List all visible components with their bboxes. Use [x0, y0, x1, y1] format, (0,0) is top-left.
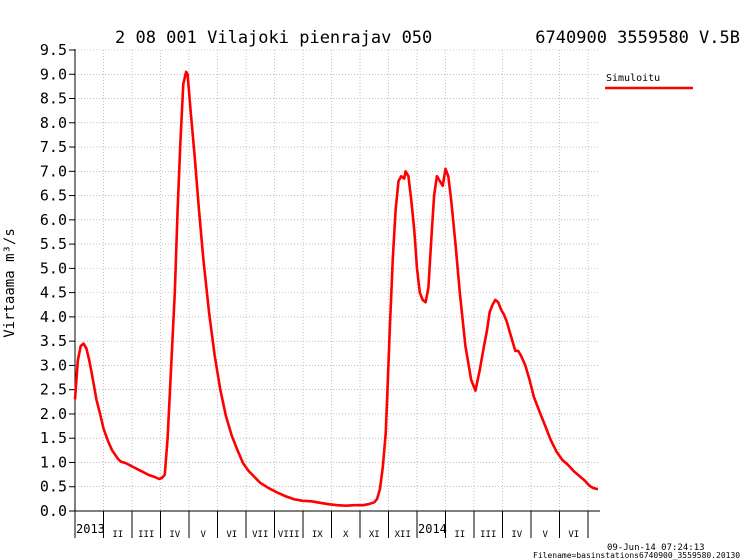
- x-tick-label: II: [112, 530, 123, 540]
- y-tick-label: 2.0: [40, 405, 67, 423]
- grid: [75, 49, 600, 511]
- y-tick-label: 1.5: [40, 429, 67, 447]
- x-tick-label: VI: [568, 530, 579, 540]
- x-tick-label: IV: [511, 530, 522, 540]
- x-tick-label: VII: [252, 530, 268, 540]
- print-date: 09-Jun-14 07:24:13: [607, 543, 705, 553]
- legend-label: Simuloitu: [606, 73, 660, 84]
- x-tick-label: X: [343, 530, 349, 540]
- y-tick-label: 5.0: [40, 259, 67, 277]
- x-tick-labels: 2013 II III IV V VI VII VIII IX X XI XII 2014 II III IV…: [74, 511, 589, 540]
- y-tick-label: 2.5: [40, 381, 67, 399]
- legend: Simuloitu: [605, 73, 693, 90]
- series-layer: [73, 70, 599, 507]
- x-tick-label: III: [480, 530, 496, 540]
- y-tick-label: 6.0: [40, 211, 67, 229]
- x-tick-label: XII: [395, 530, 411, 540]
- y-axis-label: Virtaama m³/s: [2, 228, 18, 338]
- x-tick-label: III: [138, 530, 154, 540]
- x-tick-label: 2013: [76, 522, 105, 536]
- series-line-simuloitu: [73, 70, 599, 507]
- x-tick-label: V: [201, 530, 207, 540]
- y-tick-label: 3.5: [40, 332, 67, 350]
- y-tick-label: 0.5: [40, 478, 67, 496]
- y-tick-label: 8.0: [40, 114, 67, 132]
- station-code: 6740900 3559580 V.5B: [535, 28, 740, 48]
- y-tick-label: 4.5: [40, 284, 67, 302]
- y-tick-label: 6.5: [40, 187, 67, 205]
- y-tick-label: 3.0: [40, 356, 67, 374]
- y-tick-label: 7.0: [40, 162, 67, 180]
- x-tick-label: XI: [369, 530, 380, 540]
- y-tick-label: 9.5: [40, 41, 67, 59]
- x-tick-label: II: [454, 530, 465, 540]
- x-tick-label: IV: [169, 530, 180, 540]
- y-tick-label: 7.5: [40, 138, 67, 156]
- x-tick-label: VIII: [278, 530, 300, 540]
- filename: Filename=basinstations6740900_3559580.20…: [533, 551, 740, 560]
- y-tick-label: 0.0: [40, 502, 67, 520]
- y-tick-label: 1.0: [40, 453, 67, 471]
- y-tick-label: 4.0: [40, 308, 67, 326]
- x-tick-label: 2014: [418, 522, 447, 536]
- axes: [74, 49, 600, 512]
- y-tick-labels: 0.0 0.5 1.0 1.5 2.0 2.5 3.0 3.5 4.0 4.5 5.0 5.5 6.0 6…: [40, 41, 75, 520]
- chart-title: 2 08 001 Vilajoki pienrajav 050: [115, 28, 432, 48]
- x-tick-label: V: [543, 530, 549, 540]
- y-tick-label: 5.5: [40, 235, 67, 253]
- y-tick-label: 9.0: [40, 65, 67, 83]
- x-tick-label: VI: [226, 530, 237, 540]
- y-tick-label: 8.5: [40, 90, 67, 108]
- x-tick-label: IX: [312, 530, 323, 540]
